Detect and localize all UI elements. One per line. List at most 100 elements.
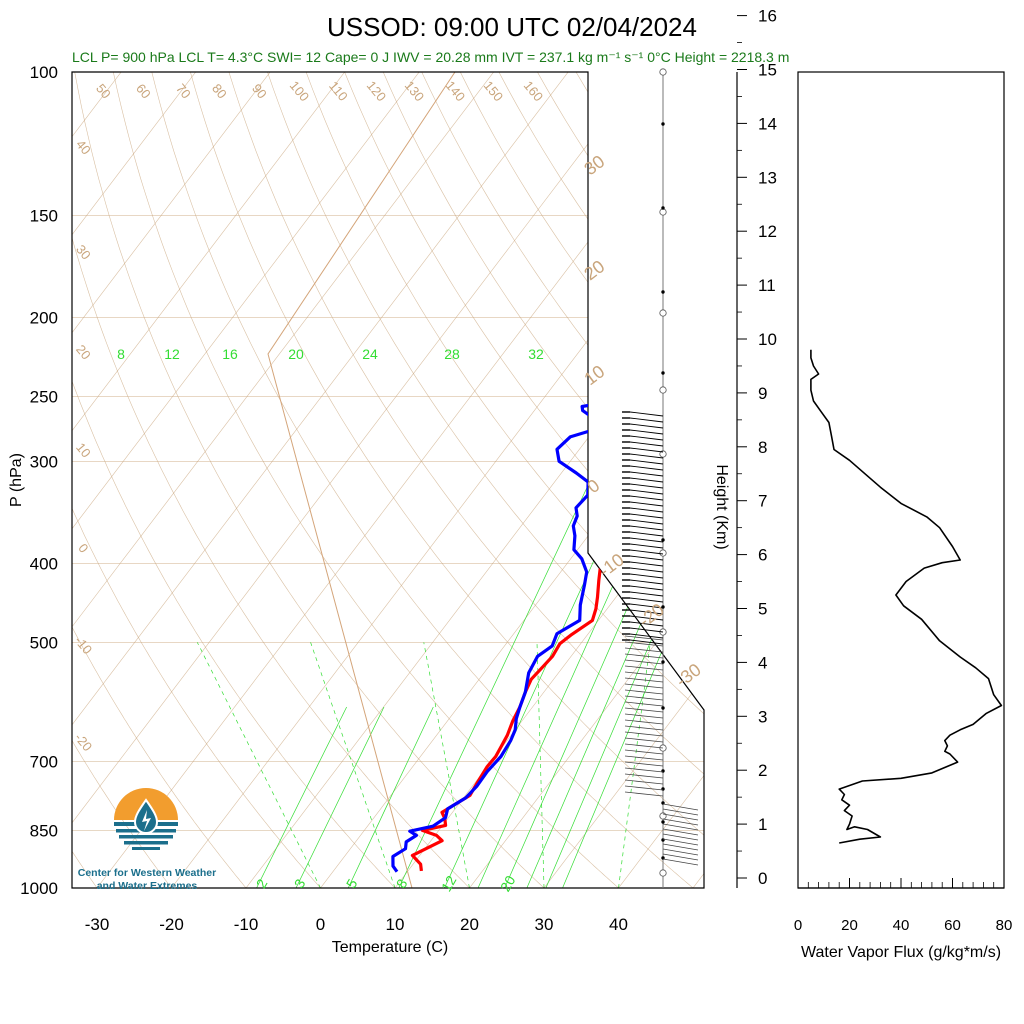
isotherm-label: -30 — [672, 659, 705, 691]
wind-level-dot — [661, 660, 665, 664]
pressure-tick-label: 100 — [30, 63, 58, 82]
wind-level-marker — [659, 309, 667, 317]
moist-adiabat-line — [423, 642, 470, 888]
wind-level-marker — [659, 812, 667, 820]
height-tick-label: 4 — [758, 653, 767, 672]
wind-level-dot — [661, 820, 665, 824]
wind-barb — [629, 555, 664, 561]
wind-barb — [624, 641, 664, 647]
wind-barb — [629, 471, 664, 477]
wind-barb — [629, 429, 664, 435]
mixing-ratio-label: 16 — [222, 346, 238, 362]
isotherm-line — [72, 72, 597, 888]
dry-adiabat-label: 20 — [73, 342, 94, 363]
pressure-tick-label: 200 — [30, 309, 58, 328]
wind-barb — [624, 755, 664, 761]
wind-barb — [624, 701, 664, 707]
wind-barb — [629, 489, 664, 495]
wind-level-marker — [659, 68, 667, 76]
dry-adiabat-label: 70 — [173, 81, 194, 102]
wind-barb — [629, 423, 664, 429]
dry-adiabat-label: -20 — [72, 730, 96, 754]
sounding-parameters: LCL P= 900 hPa LCL T= 4.3°C SWI= 12 Cape… — [72, 49, 789, 65]
wind-level-marker — [659, 208, 667, 216]
isotherm-line — [381, 72, 704, 888]
dry-adiabat-label: 0 — [75, 541, 91, 556]
dry-adiabat-line — [147, 72, 704, 888]
mixing-ratio-label: 5 — [343, 876, 361, 891]
isotherm-line — [456, 72, 704, 888]
dry-adiabat-line — [72, 72, 186, 888]
logo-text-line1: Center for Western Weather — [78, 867, 216, 879]
wind-barb — [662, 838, 699, 846]
temperature-tick-label: 20 — [460, 915, 479, 934]
mixing-ratio-label: 8 — [117, 346, 125, 362]
dry-adiabat-line — [72, 72, 337, 888]
isotherm-label: 20 — [580, 256, 608, 284]
height-tick-label: 1 — [758, 815, 767, 834]
wind-barb — [629, 537, 664, 543]
wind-barb — [629, 441, 664, 447]
chart-title: USSOD: 09:00 UTC 02/04/2024 — [327, 12, 697, 42]
wind-barb — [624, 791, 664, 797]
wind-level-marker — [659, 549, 667, 557]
wind-barb — [629, 603, 664, 609]
isotherm-line — [72, 72, 448, 888]
wind-barb — [624, 683, 664, 689]
flux-tick-label: 80 — [996, 917, 1013, 934]
height-tick-label: 11 — [758, 276, 776, 295]
flux-tick-label: 40 — [893, 917, 910, 934]
isotherm-line — [754, 35, 1024, 906]
dry-adiabat-label: 80 — [209, 81, 230, 102]
wind-barb — [624, 647, 664, 653]
wind-barb — [629, 531, 664, 537]
temperature-tick-label: 30 — [535, 915, 554, 934]
flux-profile — [810, 349, 1003, 844]
mixing-ratio-label: 28 — [444, 346, 460, 362]
wind-barb — [629, 411, 664, 417]
wind-barb — [629, 597, 664, 603]
wind-barb — [662, 858, 699, 866]
isotherm-line — [72, 72, 523, 888]
wind-barb — [624, 635, 664, 641]
temperature-tick-label: 0 — [316, 915, 325, 934]
dry-adiabat-label: -10 — [72, 633, 96, 657]
mixing-ratio-line — [295, 706, 385, 888]
mixing-ratio-label: 20 — [288, 346, 304, 362]
water-vapor-flux-line — [810, 349, 1003, 844]
temperature-axis: -30 -20 -10 0 10 20 30 40 — [85, 915, 628, 934]
wind-barb — [624, 725, 664, 731]
wind-barb — [624, 653, 664, 659]
wind-barb — [662, 848, 699, 856]
isotherm-line — [307, 72, 704, 888]
dry-adiabat-label: 130 — [402, 78, 427, 104]
height-tick-label: 10 — [758, 330, 777, 349]
dry-adiabat-label: 30 — [73, 242, 94, 263]
wind-barb — [662, 813, 699, 821]
dry-adiabat-label: 60 — [133, 81, 154, 102]
mixing-ratio-line — [347, 706, 434, 888]
dewpoint-profile — [391, 402, 606, 873]
temperature-tick-label: -10 — [234, 915, 259, 934]
dry-adiabat-line — [489, 72, 704, 888]
wind-level-dot — [661, 206, 665, 210]
height-tick-label: 2 — [758, 761, 767, 780]
wind-barb — [624, 689, 664, 695]
wind-barb — [629, 585, 664, 591]
dry-adiabat-line — [679, 72, 704, 888]
mixing-ratio-label: 12 — [164, 346, 180, 362]
height-tick-label: 13 — [758, 168, 777, 187]
flux-panel-frame — [797, 71, 1005, 889]
isotherm-line — [232, 72, 704, 888]
dry-adiabat-line — [603, 72, 704, 888]
dry-adiabat-line — [451, 72, 704, 888]
moist-adiabat-line — [310, 642, 396, 888]
logo-text-line2: and Water Extremes — [97, 880, 198, 892]
dry-adiabat-label: 40 — [73, 137, 94, 158]
dry-adiabat-line — [72, 72, 488, 888]
wind-barb — [629, 567, 664, 573]
temperature-tick-label: 40 — [609, 915, 628, 934]
isotherm-line — [0, 35, 1, 906]
wind-barb — [629, 609, 664, 615]
dry-adiabat-line — [375, 72, 704, 888]
